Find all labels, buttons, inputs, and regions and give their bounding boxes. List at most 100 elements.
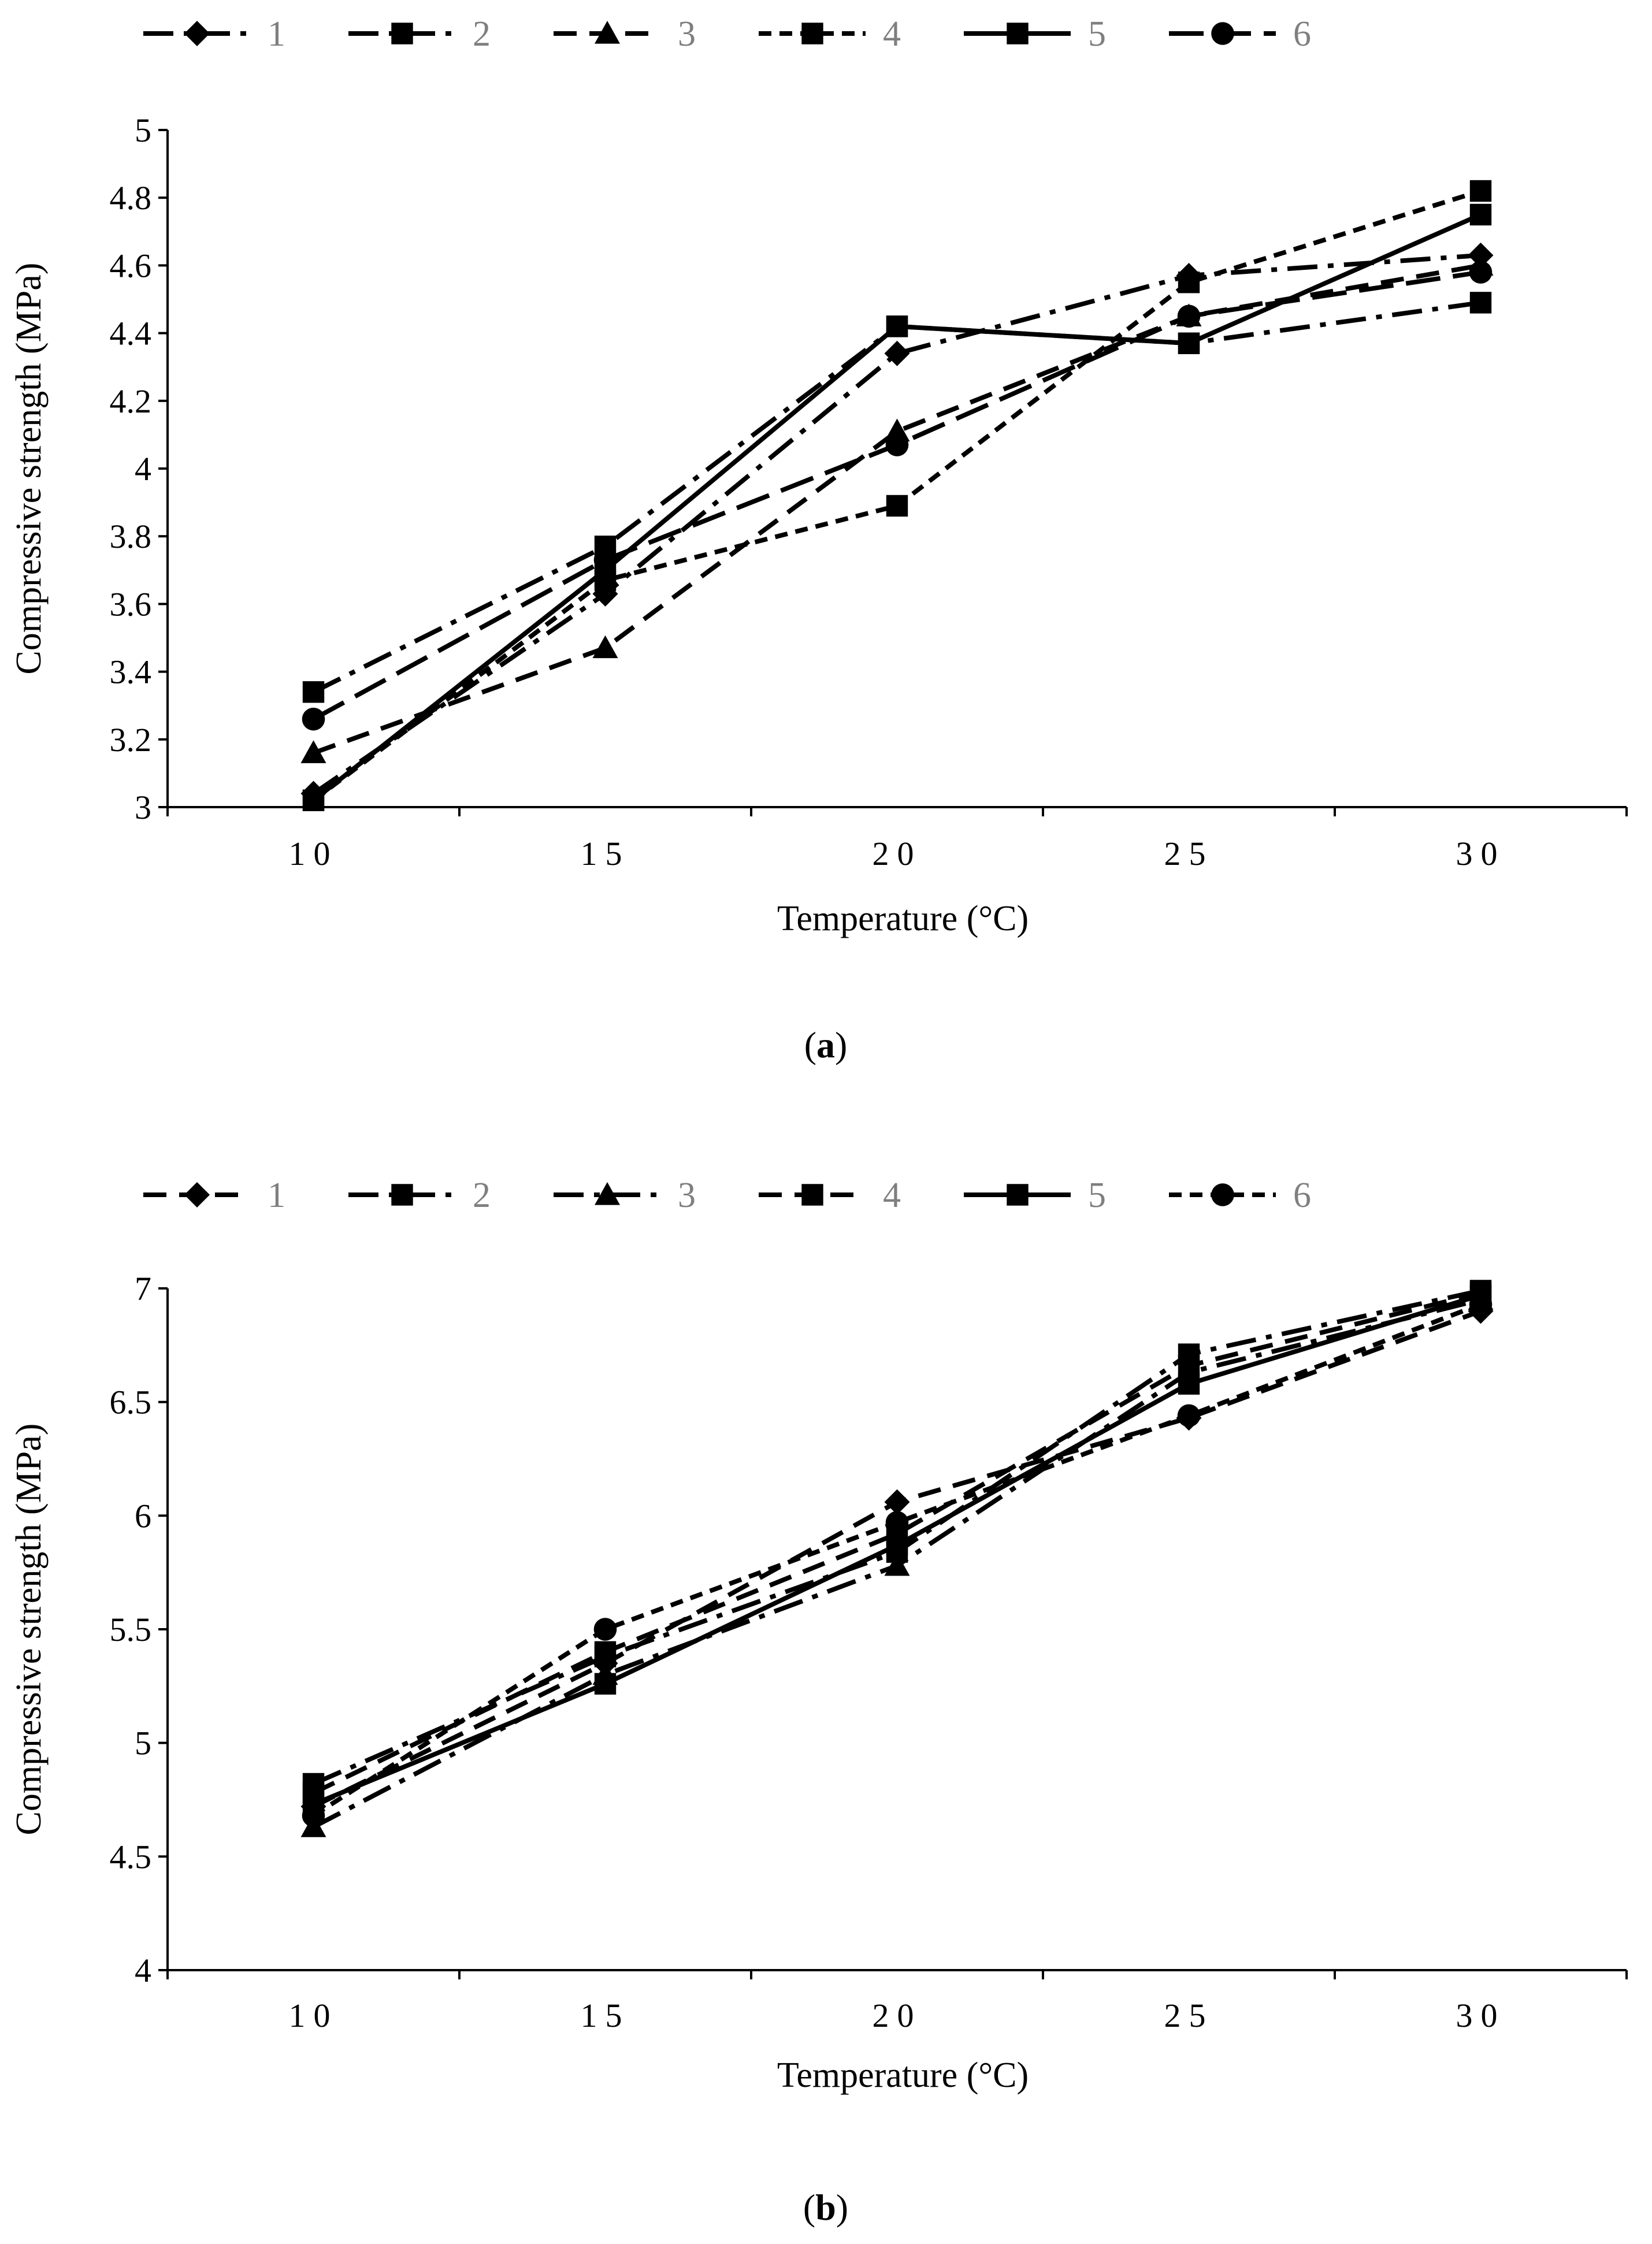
legend-marker (184, 1182, 210, 1208)
legend-marker (1211, 1183, 1234, 1206)
legend-item: 4 (759, 14, 901, 54)
y-tick-label: 4 (135, 1952, 151, 1989)
x-tick-label: 25 (1164, 1997, 1214, 2034)
data-point (1178, 332, 1200, 354)
caption-paren-open: ( (804, 1024, 816, 1065)
data-point (594, 1641, 617, 1663)
legend-label: 1 (268, 1176, 285, 1215)
data-point (1178, 1355, 1200, 1377)
y-tick-label: 4.5 (110, 1838, 152, 1875)
x-axis-title: Temperature (°C) (777, 899, 1029, 938)
y-tick-label: 5.5 (110, 1611, 152, 1648)
legend-label: 3 (678, 14, 696, 54)
series-6 (302, 1292, 1493, 1827)
data-point (594, 1673, 617, 1695)
data-point (886, 495, 908, 517)
y-tick-label: 3.8 (110, 518, 152, 555)
data-point (1177, 304, 1201, 328)
series-line (312, 1290, 1482, 1795)
series-5 (302, 1284, 1492, 1815)
legend-marker (1211, 22, 1234, 45)
x-tick-label: 15 (581, 835, 630, 872)
data-point (884, 1552, 910, 1576)
x-tick-label: 20 (873, 1997, 922, 2034)
data-point (1178, 1373, 1200, 1395)
x-tick-label: 25 (1164, 835, 1214, 872)
data-point (1469, 180, 1492, 202)
data-point (302, 681, 325, 703)
data-point (886, 1534, 908, 1556)
data-point (886, 315, 908, 337)
data-point (592, 635, 618, 659)
y-tick-label: 3.4 (110, 653, 152, 691)
legend-marker (391, 23, 413, 44)
legend-label: 5 (1088, 1176, 1106, 1215)
data-point (1469, 1292, 1493, 1316)
legend-marker (595, 21, 620, 44)
data-point (884, 340, 910, 366)
series-4 (302, 180, 1492, 811)
data-point (302, 1804, 325, 1827)
y-axis-title: Compressive strength (MPa) (9, 1424, 49, 1836)
y-tick-label: 4 (135, 450, 151, 488)
legend-label: 6 (1293, 14, 1311, 54)
data-point (1469, 203, 1492, 226)
legend-item: 3 (554, 14, 696, 54)
y-tick-label: 4.8 (110, 179, 152, 217)
y-tick-label: 3.6 (110, 585, 152, 623)
x-tick-label: 15 (581, 1997, 630, 2034)
legend-marker (1007, 23, 1029, 44)
legend-marker (801, 23, 823, 44)
legend-label: 1 (268, 14, 285, 54)
legend: 1 2 3 4 5 6 (143, 14, 1311, 54)
data-point (1469, 292, 1492, 314)
data-point (1177, 1404, 1201, 1428)
legend-label: 5 (1088, 14, 1106, 54)
data-point (885, 433, 909, 456)
x-tick-label: 10 (289, 1997, 339, 2034)
y-tick-label: 4.6 (110, 247, 152, 284)
data-point (593, 1618, 617, 1641)
legend-item: 5 (964, 1176, 1106, 1215)
caption-letter: a (816, 1024, 835, 1065)
legend-item: 5 (964, 14, 1106, 54)
caption-paren-close: ) (835, 1024, 847, 1065)
y-tick-label: 5 (135, 1725, 151, 1762)
y-tick-label: 4.2 (110, 382, 152, 420)
y-tick-label: 6 (135, 1497, 151, 1535)
legend-item: 1 (143, 14, 285, 54)
legend-marker (391, 1184, 413, 1206)
legend-label: 3 (678, 1176, 696, 1215)
data-point (593, 548, 617, 572)
data-point (300, 740, 326, 763)
data-point (302, 707, 325, 731)
data-point (1178, 272, 1200, 293)
y-tick-label: 3.2 (110, 721, 152, 759)
data-point (1469, 261, 1493, 284)
data-point (302, 789, 325, 811)
x-tick-label: 30 (1456, 835, 1506, 872)
legend-marker (1007, 1184, 1029, 1206)
caption-paren-close: ) (836, 2187, 848, 2228)
caption-paren-open: ( (803, 2187, 815, 2228)
x-tick-label: 30 (1456, 1997, 1506, 2034)
x-tick-label: 10 (289, 835, 339, 872)
legend-label: 4 (883, 14, 901, 54)
panel-caption: (a) (804, 1024, 848, 1065)
series-line (312, 252, 1481, 796)
legend-item: 3 (554, 1176, 696, 1215)
legend-label: 2 (473, 1176, 491, 1215)
legend-item: 1 (143, 1176, 285, 1215)
y-tick-label: 3 (135, 789, 151, 826)
legend-marker (801, 1184, 823, 1206)
panel-caption: (b) (803, 2187, 848, 2228)
x-tick-label: 20 (873, 835, 922, 872)
legend-item: 6 (1169, 1176, 1311, 1215)
legend-label: 6 (1293, 1176, 1311, 1215)
legend-item: 2 (348, 14, 491, 54)
y-axis-title: Compressive strength (MPa) (9, 263, 49, 675)
data-point (885, 1511, 909, 1534)
caption-letter: b (815, 2187, 836, 2228)
